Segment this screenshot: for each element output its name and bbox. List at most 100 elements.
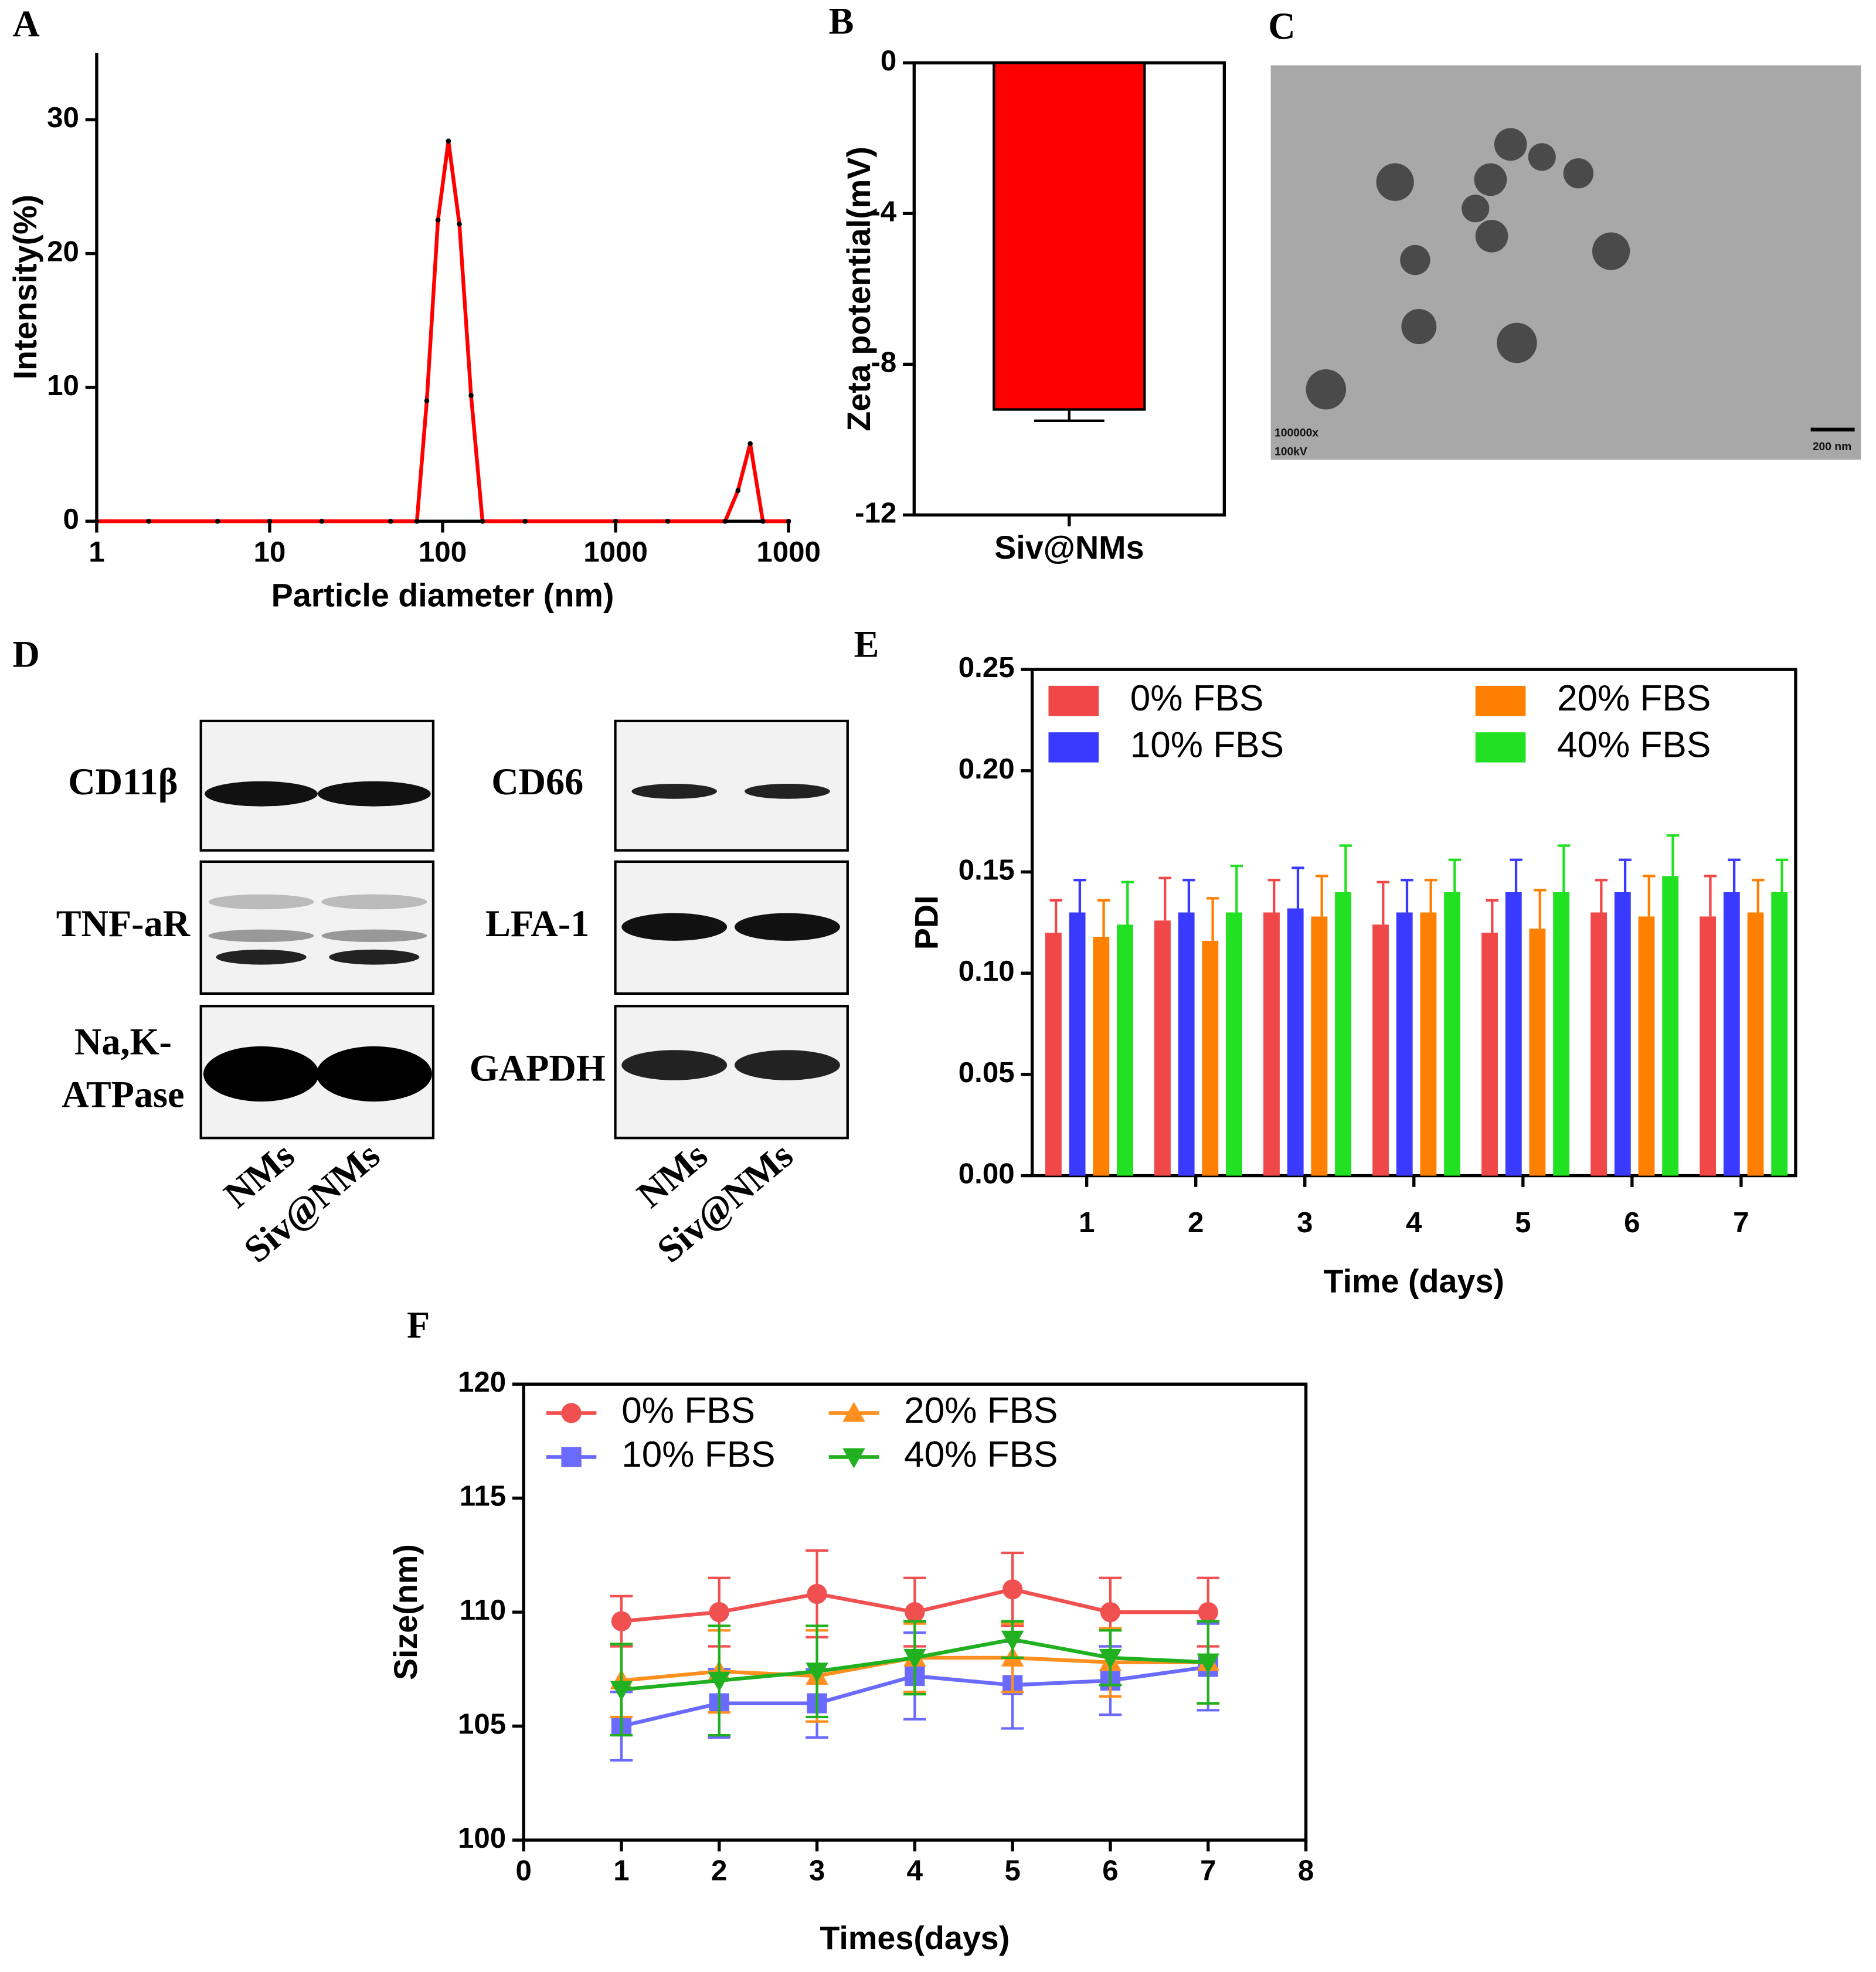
band — [321, 894, 427, 910]
error-bar — [1401, 879, 1413, 913]
blot-panel — [199, 860, 435, 995]
data-point — [735, 488, 741, 493]
x-tick-label: Siv@NMs — [994, 529, 1144, 566]
protein-label: TNF-aR — [56, 903, 191, 944]
error-bar — [1315, 875, 1328, 917]
y-tick-label: 110 — [460, 1594, 506, 1626]
error-bar — [1775, 858, 1789, 892]
band — [329, 949, 420, 965]
particle — [1474, 163, 1507, 196]
y-axis-label: Size(nm) — [388, 1544, 424, 1680]
band — [735, 1050, 840, 1080]
bar — [1154, 920, 1171, 1176]
bar — [1481, 933, 1498, 1176]
legend-label: 40% FBS — [904, 1434, 1058, 1475]
band — [317, 781, 431, 807]
bar — [1420, 912, 1437, 1176]
band — [203, 1046, 320, 1102]
y-axis-label: PDI — [909, 895, 945, 950]
data-point — [468, 393, 474, 398]
data-point — [611, 1611, 632, 1631]
data-point — [388, 518, 393, 524]
bar — [1396, 912, 1413, 1176]
bar — [1178, 912, 1195, 1176]
error-bar — [1448, 858, 1462, 892]
x-axis-label: Particle diameter (nm) — [271, 577, 614, 614]
x-tick-label: 7 — [1733, 1206, 1749, 1239]
x-tick-label: 4 — [907, 1855, 923, 1887]
x-tick-label: 2 — [1188, 1206, 1204, 1239]
bar — [1226, 912, 1242, 1176]
protein-label: CD66 — [491, 761, 583, 803]
data-point — [665, 518, 671, 524]
y-tick-label: 0 — [881, 45, 896, 77]
legend-marker — [842, 1402, 865, 1422]
bar — [1372, 924, 1389, 1176]
bar — [1069, 912, 1086, 1176]
band — [631, 784, 718, 799]
error-bar — [1182, 879, 1195, 913]
legend-marker — [842, 1448, 865, 1468]
error-bar — [1619, 858, 1632, 892]
bar — [1662, 876, 1679, 1176]
bar — [1553, 892, 1570, 1176]
data-point — [903, 1648, 926, 1670]
legend-label: 0% FBS — [1130, 678, 1264, 719]
x-tick-label: 4 — [1406, 1206, 1422, 1239]
x-tick-label: 1 — [1079, 1206, 1095, 1239]
data-point — [1198, 1602, 1218, 1623]
error-bar — [1206, 897, 1219, 941]
data-point — [1002, 1579, 1023, 1600]
data-point — [522, 518, 528, 524]
x-tick-label: 1 — [613, 1855, 629, 1887]
data-point — [267, 518, 273, 524]
error-bar — [1049, 899, 1062, 933]
particle — [1592, 232, 1630, 270]
panel-label: C — [1268, 5, 1295, 47]
y-tick-label: 115 — [460, 1480, 506, 1512]
band — [208, 929, 314, 943]
particle — [1494, 128, 1527, 161]
protein-label: LFA-1 — [485, 903, 589, 944]
band — [621, 913, 728, 941]
data-point — [435, 217, 441, 223]
data-point — [613, 518, 618, 524]
y-tick-label: -8 — [871, 346, 897, 378]
y-tick-label: 0.00 — [959, 1158, 1015, 1190]
data-point — [414, 518, 420, 524]
data-point — [807, 1583, 827, 1604]
bar — [1117, 924, 1133, 1176]
panel-label: B — [829, 1, 854, 42]
error-bar — [1595, 879, 1608, 913]
legend-label: 0% FBS — [621, 1390, 755, 1431]
error-bar — [1510, 858, 1522, 892]
protein-label: CD11β — [68, 761, 178, 803]
legend-label: 10% FBS — [1130, 725, 1284, 765]
error-bar — [1424, 879, 1437, 913]
bar — [1638, 916, 1655, 1176]
error-bar — [1486, 899, 1499, 933]
panel-label: A — [12, 3, 39, 45]
data-point — [708, 1671, 731, 1692]
x-tick-label: 10 — [254, 536, 286, 568]
band — [745, 784, 830, 799]
y-tick-label: 0.25 — [959, 651, 1015, 684]
y-axis-label: Intensity(%) — [7, 195, 43, 380]
x-tick-label: 2 — [711, 1855, 727, 1887]
y-tick-label: 0.15 — [959, 854, 1015, 886]
legend-swatch — [1475, 732, 1526, 763]
y-axis-label: Zeta potential(mV) — [841, 147, 877, 431]
panel-label: F — [407, 1304, 430, 1346]
data-point — [1099, 1648, 1122, 1670]
legend-swatch — [1048, 685, 1099, 716]
bar — [1505, 892, 1522, 1176]
legend-swatch — [1048, 732, 1099, 763]
x-tick-label: 7 — [1200, 1855, 1216, 1887]
x-tick-label: 6 — [1624, 1206, 1640, 1239]
y-tick-label: 120 — [458, 1366, 506, 1398]
y-tick-label: 0.20 — [959, 753, 1015, 785]
y-tick-label: 0.10 — [959, 955, 1015, 987]
bar — [1590, 912, 1607, 1176]
